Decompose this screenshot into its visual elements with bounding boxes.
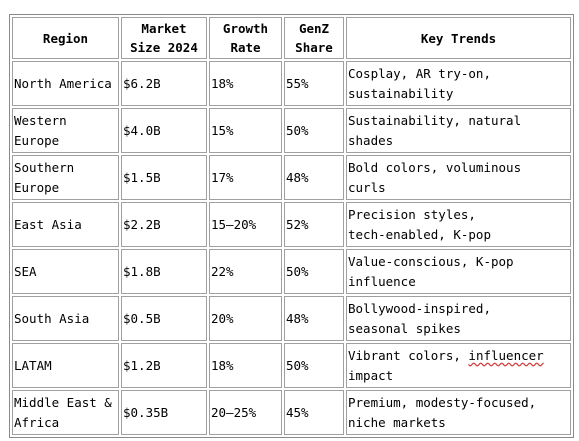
cell-region[interactable]: Western Europe	[12, 108, 119, 153]
cell-market-size[interactable]: $4.0B	[121, 108, 207, 153]
cell-region[interactable]: North America	[12, 61, 119, 106]
cell-key-trends[interactable]: Vibrant colors, influencer impact	[346, 343, 571, 388]
cell-growth-rate[interactable]: 22%	[209, 249, 282, 294]
header-region[interactable]: Region	[12, 17, 119, 59]
cell-key-trends[interactable]: Premium, modesty-focused, niche markets	[346, 390, 571, 435]
cell-market-size[interactable]: $1.8B	[121, 249, 207, 294]
table-row: Middle East & Africa $0.35B 20–25% 45% P…	[12, 390, 571, 435]
cell-key-trends[interactable]: Value-conscious, K-pop influence	[346, 249, 571, 294]
cell-growth-rate[interactable]: 20%	[209, 296, 282, 341]
header-market-size[interactable]: Market Size 2024	[121, 17, 207, 59]
cell-genz-share[interactable]: 45%	[284, 390, 344, 435]
cell-genz-share[interactable]: 52%	[284, 202, 344, 247]
cell-market-size[interactable]: $6.2B	[121, 61, 207, 106]
header-key-trends[interactable]: Key Trends	[346, 17, 571, 59]
cell-genz-share[interactable]: 50%	[284, 108, 344, 153]
cell-region[interactable]: SEA	[12, 249, 119, 294]
cell-key-trends[interactable]: Sustainability, natural shades	[346, 108, 571, 153]
header-growth-rate[interactable]: Growth Rate	[209, 17, 282, 59]
cell-key-trends[interactable]: Cosplay, AR try-on, sustainability	[346, 61, 571, 106]
cell-market-size[interactable]: $0.35B	[121, 390, 207, 435]
cell-genz-share[interactable]: 48%	[284, 155, 344, 200]
cell-growth-rate[interactable]: 20–25%	[209, 390, 282, 435]
spellcheck-flagged-word[interactable]: influencer	[468, 347, 544, 363]
table-body: North America $6.2B 18% 55% Cosplay, AR …	[12, 61, 571, 435]
table-header: Region Market Size 2024 Growth Rate GenZ…	[12, 17, 571, 59]
trend-text-part: impact	[348, 367, 394, 383]
cell-market-size[interactable]: $0.5B	[121, 296, 207, 341]
table-row: North America $6.2B 18% 55% Cosplay, AR …	[12, 61, 571, 106]
cell-genz-share[interactable]: 50%	[284, 343, 344, 388]
cell-market-size[interactable]: $1.2B	[121, 343, 207, 388]
table-row: Western Europe $4.0B 15% 50% Sustainabil…	[12, 108, 571, 153]
cell-market-size[interactable]: $1.5B	[121, 155, 207, 200]
cell-genz-share[interactable]: 48%	[284, 296, 344, 341]
cell-region[interactable]: Middle East & Africa	[12, 390, 119, 435]
table-row: SEA $1.8B 22% 50% Value-conscious, K-pop…	[12, 249, 571, 294]
cell-genz-share[interactable]: 50%	[284, 249, 344, 294]
table-row: LATAM $1.2B 18% 50% Vibrant colors, infl…	[12, 343, 571, 388]
cell-growth-rate[interactable]: 15–20%	[209, 202, 282, 247]
cell-market-size[interactable]: $2.2B	[121, 202, 207, 247]
table-row: South Asia $0.5B 20% 48% Bollywood-inspi…	[12, 296, 571, 341]
table-row: Southern Europe $1.5B 17% 48% Bold color…	[12, 155, 571, 200]
market-table: Region Market Size 2024 Growth Rate GenZ…	[9, 14, 574, 438]
cell-growth-rate[interactable]: 18%	[209, 343, 282, 388]
trend-text-part: Vibrant colors,	[348, 347, 469, 363]
cell-region[interactable]: Southern Europe	[12, 155, 119, 200]
cell-region[interactable]: East Asia	[12, 202, 119, 247]
header-genz-share[interactable]: GenZ Share	[284, 17, 344, 59]
table-row: East Asia $2.2B 15–20% 52% Precision sty…	[12, 202, 571, 247]
cell-region[interactable]: LATAM	[12, 343, 119, 388]
header-row: Region Market Size 2024 Growth Rate GenZ…	[12, 17, 571, 59]
cell-growth-rate[interactable]: 18%	[209, 61, 282, 106]
cell-region[interactable]: South Asia	[12, 296, 119, 341]
cell-key-trends[interactable]: Precision styles, tech-enabled, K-pop	[346, 202, 571, 247]
cell-growth-rate[interactable]: 15%	[209, 108, 282, 153]
cell-growth-rate[interactable]: 17%	[209, 155, 282, 200]
cell-key-trends[interactable]: Bollywood-inspired, seasonal spikes	[346, 296, 571, 341]
cell-genz-share[interactable]: 55%	[284, 61, 344, 106]
cell-key-trends[interactable]: Bold colors, voluminous curls	[346, 155, 571, 200]
